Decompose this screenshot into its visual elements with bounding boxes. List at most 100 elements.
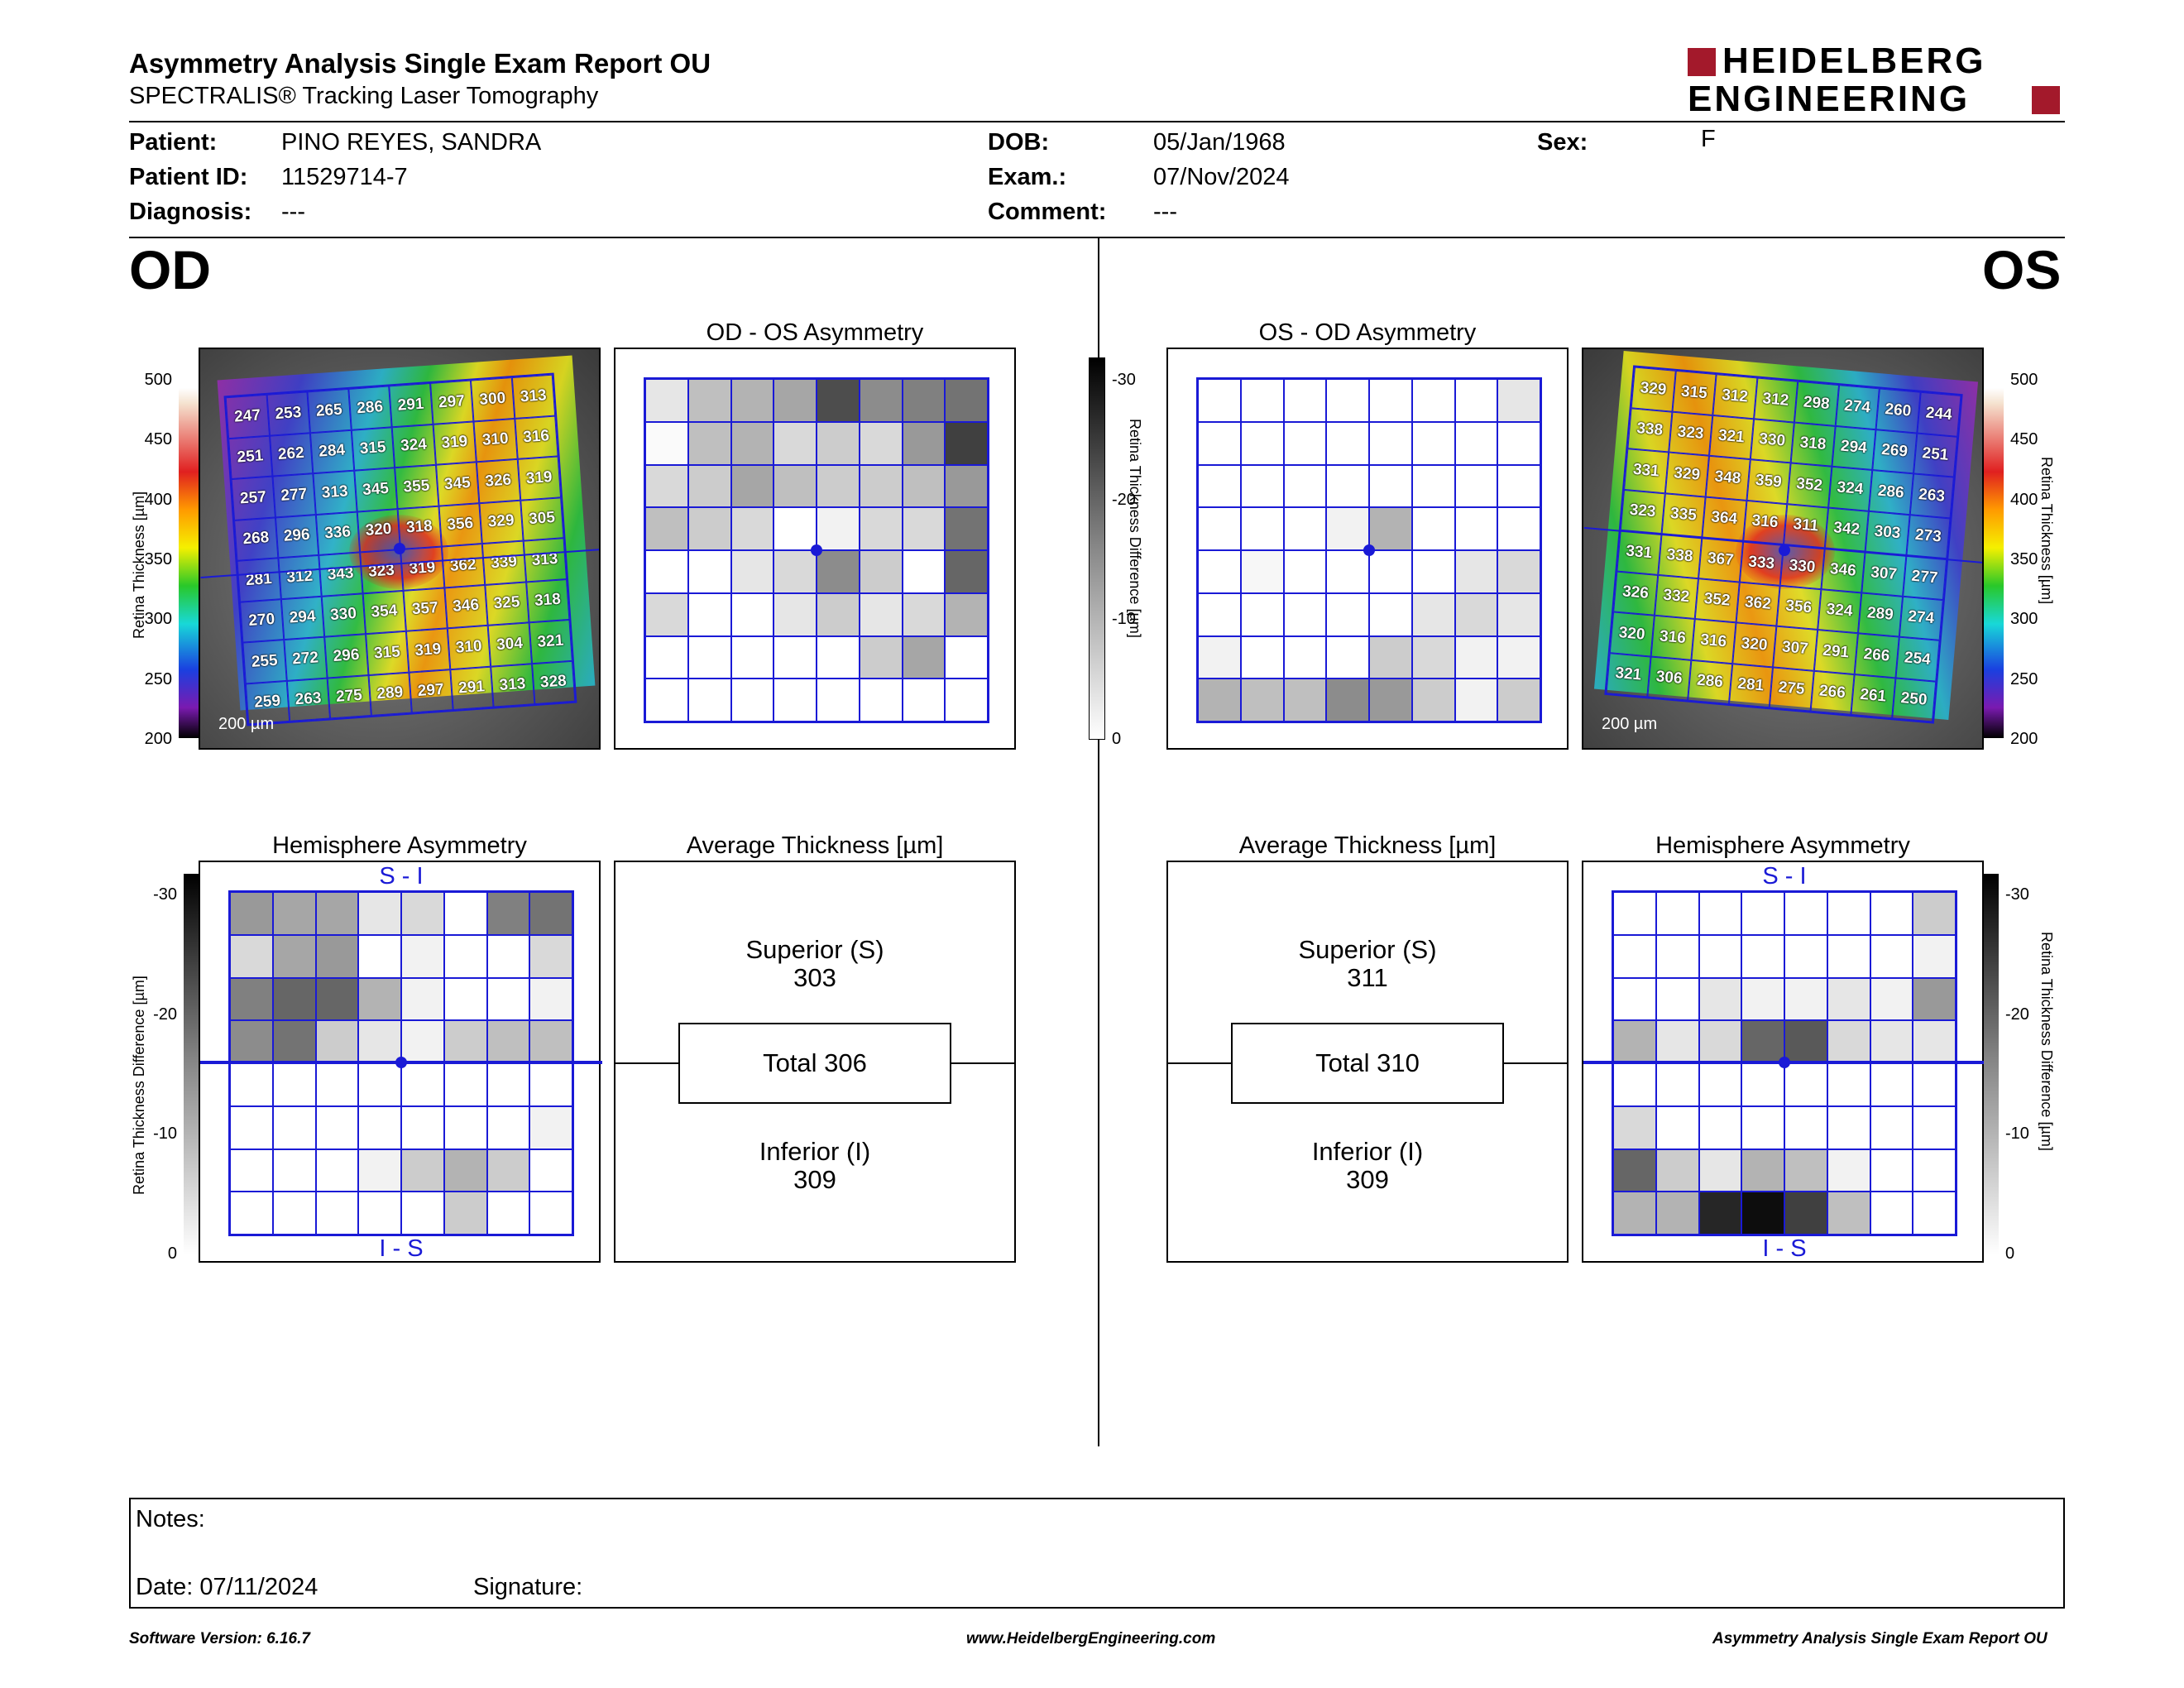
od-thickness-value: 315 <box>351 426 395 471</box>
os-hemi-cell <box>1870 1192 1913 1235</box>
od-asym-cell <box>687 592 731 636</box>
os-asym-cell <box>1497 379 1540 422</box>
os-hemi-cell <box>1613 977 1656 1021</box>
od-thickness-value: 300 <box>470 377 515 421</box>
od-thickness-value: 291 <box>449 666 494 711</box>
center-diff-tick: -20 <box>1112 490 1136 509</box>
os-hemi-cell <box>1784 1192 1827 1235</box>
od-label: OD <box>129 239 211 300</box>
od-thickness-value: 247 <box>225 394 270 439</box>
od-asym-cell <box>645 550 688 593</box>
os-hemi-cell <box>1741 934 1784 978</box>
os-hemi-cell <box>1741 1149 1784 1192</box>
os-thickness-value: 274 <box>1899 596 1943 640</box>
os-hemi-cell <box>1655 1192 1699 1235</box>
od-superior-value: 303 <box>793 963 836 992</box>
os-asym-cell <box>1369 592 1412 636</box>
logo-line1: HEIDELBERG <box>1722 41 1986 81</box>
od-asym-cell <box>645 679 688 722</box>
os-asym-cell <box>1411 679 1455 722</box>
os-asym-cell <box>1411 592 1455 636</box>
od-thickness-value: 346 <box>443 584 488 629</box>
os-hemi-cell <box>1613 934 1656 978</box>
os-asym-cell <box>1369 507 1412 550</box>
od-thickness-value: 356 <box>438 502 482 547</box>
od-hemi-cell <box>230 1105 273 1149</box>
os-hemi-cell <box>1913 1020 1956 1063</box>
od-hemi-cell <box>443 1192 487 1235</box>
od-thickness-tick: 400 <box>144 490 172 509</box>
os-hemi-cell <box>1741 1020 1784 1063</box>
os-thickness-value: 316 <box>1691 618 1736 664</box>
od-hemi-cell <box>358 1063 401 1106</box>
od-hemi-cell <box>315 1063 359 1106</box>
od-hemi-cell <box>486 1149 530 1192</box>
os-hemi-cell <box>1698 977 1742 1021</box>
sex-value: F <box>1701 126 1716 152</box>
od-hemi-cell <box>486 1105 530 1149</box>
os-thickness-value: 326 <box>1613 571 1658 616</box>
footer-url[interactable]: www.HeidelbergEngineering.com <box>966 1630 1216 1647</box>
os-asym-cell <box>1369 679 1412 722</box>
od-thickness-value: 319 <box>405 628 450 673</box>
od-asym-cell <box>945 635 988 679</box>
os-asym-cell <box>1411 464 1455 508</box>
os-inferior-label: Inferior (I) <box>1311 1137 1424 1166</box>
os-asym-cell <box>1240 379 1284 422</box>
notes-box[interactable]: Notes: Date: 07/11/2024 Signature: <box>129 1498 2065 1609</box>
od-asym-cell <box>859 464 903 508</box>
os-thickness-value: 318 <box>1790 422 1836 467</box>
os-hemi-cell <box>1913 1063 1956 1106</box>
od-hemi-cell <box>443 1105 487 1149</box>
od-hemi-cell <box>272 1020 316 1063</box>
os-hemi-cell <box>1698 1149 1742 1192</box>
os-asym-cell <box>1454 464 1498 508</box>
os-thickness-value: 263 <box>1909 473 1954 518</box>
os-hemi-cell <box>1613 1020 1656 1063</box>
os-hemi-cell <box>1698 1020 1742 1063</box>
os-thickness-value: 352 <box>1694 578 1740 623</box>
od-hemi-cell <box>358 892 401 935</box>
od-thickness-value: 336 <box>315 511 360 555</box>
os-thickness-value: 274 <box>1835 385 1880 429</box>
od-asym-cell <box>945 379 988 422</box>
od-hemi-cell <box>401 1192 444 1235</box>
od-thickness-value: 262 <box>269 432 314 477</box>
os-hemi-cell <box>1784 1149 1827 1192</box>
os-asym-cell <box>1369 379 1412 422</box>
od-thickness-value: 289 <box>367 672 412 716</box>
signature-label: Signature: <box>473 1574 583 1600</box>
od-thickness-value: 330 <box>321 592 366 637</box>
os-hemi-top-label: S - I <box>1762 863 1807 890</box>
od-thickness-value: 251 <box>228 435 272 480</box>
os-thickness-tick: 250 <box>2010 669 2038 688</box>
os-asym-cell <box>1411 507 1455 550</box>
od-asym-cell <box>817 421 860 465</box>
od-thickness-value: 318 <box>525 578 570 623</box>
os-hemi-cell <box>1870 977 1913 1021</box>
od-asym-cell <box>774 592 817 636</box>
os-asym-cell <box>1283 507 1327 550</box>
od-hemi-cell <box>272 1105 316 1149</box>
od-asym-cell <box>817 507 860 550</box>
od-thickness-tick: 450 <box>144 430 172 449</box>
os-asym-cell <box>1283 679 1327 722</box>
os-asym-cell <box>1198 464 1241 508</box>
os-total-box: Total 310 <box>1231 1023 1504 1104</box>
os-asym-cell <box>1240 464 1284 508</box>
od-hemi-diff-tick: -10 <box>153 1125 177 1144</box>
os-asym-cell <box>1240 635 1284 679</box>
od-hemi-cell <box>401 1020 444 1063</box>
od-hemi-cell <box>529 1020 572 1063</box>
od-asym-cell <box>730 507 774 550</box>
od-thickness-value: 319 <box>400 546 444 591</box>
os-thickness-tick: 200 <box>2010 730 2038 748</box>
od-asym-cell <box>945 507 988 550</box>
od-scale-bar: 200 µm <box>218 715 275 733</box>
os-asym-cell <box>1283 379 1327 422</box>
exam-label: Exam.: <box>988 164 1067 190</box>
od-hemi-cell <box>272 1192 316 1235</box>
od-thickness-map: 247 253 265 286 291 297 300 313 251 262 284 315 324 3… <box>199 348 601 750</box>
od-asym-cell <box>687 421 731 465</box>
os-asym-cell <box>1454 379 1498 422</box>
